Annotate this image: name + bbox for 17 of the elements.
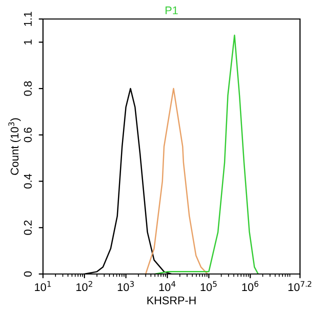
x-tick-label: 10$^{2}$ (76, 280, 92, 292)
x-tick-label: 10$^{4}$ (159, 281, 176, 292)
x-axis-title: KHSRP-H (147, 296, 196, 304)
y-tick-label: 0.6 (24, 128, 32, 142)
x-tick-label: 10$^{5}$ (200, 281, 217, 292)
y-tick-label: 1.1 (24, 12, 32, 26)
x-tick-label: 10$^{7.2}$ (288, 280, 312, 292)
y-tick-label: 1 (24, 40, 32, 44)
y-tick-label: 0.2 (24, 220, 32, 235)
y-axis-title: Count (10$^{3}$) (8, 118, 21, 175)
y-tick-label: 0 (24, 271, 32, 277)
x-tick-label: 10$^{3}$ (118, 280, 134, 292)
text: P1 (166, 6, 178, 14)
y-tick-label: 0.8 (24, 81, 32, 96)
x-tick-label: 10$^{1}$ (34, 281, 51, 292)
y-tick-label: 0.4 (24, 174, 32, 189)
x-tick-label: 10$^{6}$ (242, 280, 258, 292)
